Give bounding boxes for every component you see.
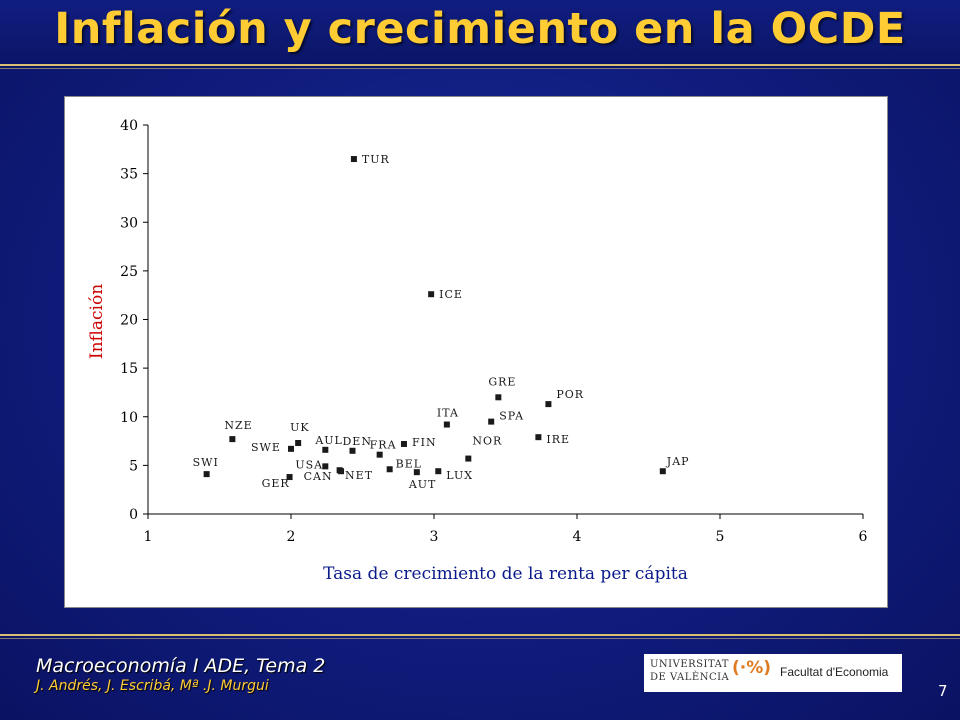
- title-divider-thin: [0, 68, 960, 69]
- faculty-name: Facultat d'Economia: [780, 665, 889, 679]
- data-label-net: NET: [345, 469, 373, 482]
- university-line-1: UNIVERSITAT: [650, 659, 729, 670]
- data-point-spa: [488, 418, 495, 425]
- data-point-aul: [322, 446, 329, 453]
- x-tick-label: 5: [716, 529, 725, 545]
- data-label-por: POR: [556, 388, 584, 401]
- data-point-fra: [376, 451, 383, 458]
- university-name: UNIVERSITAT DE VALÈNCIA: [650, 658, 729, 684]
- data-point-swe: [288, 445, 294, 452]
- title-divider: [0, 64, 960, 66]
- y-tick-label: 35: [120, 167, 138, 183]
- data-point-ger: [286, 474, 293, 481]
- university-line-2: DE VALÈNCIA: [650, 672, 730, 683]
- y-tick-label: 10: [120, 410, 138, 426]
- title-bar: [0, 0, 960, 68]
- data-label-uk: UK: [290, 421, 310, 434]
- data-label-bel: BEL: [396, 457, 422, 470]
- x-tick-label: 3: [430, 529, 439, 545]
- data-label-aut: AUT: [408, 478, 437, 491]
- data-label-den: DEN: [342, 435, 371, 448]
- data-label-swi: SWI: [193, 456, 219, 469]
- y-tick-label: 15: [120, 361, 138, 377]
- data-label-ita: ITA: [437, 407, 459, 420]
- data-point-net: [338, 468, 345, 475]
- data-label-ire: IRE: [546, 433, 570, 446]
- footer-divider-thin: [0, 638, 960, 639]
- data-point-usa: [322, 463, 329, 470]
- data-label-fra: FRA: [370, 439, 397, 452]
- chart-panel: 0 5 10 15 20 25 30 35 40 1 2 3 4 5 6 Tasa de crecimient…: [64, 96, 888, 608]
- data-label-aul: AUL: [314, 434, 343, 447]
- y-tick-label: 30: [120, 215, 138, 231]
- slide-title: Inflación y crecimiento en la OCDE: [54, 4, 906, 54]
- data-point-nor: [465, 455, 472, 462]
- data-point-uk: [295, 440, 302, 447]
- data-label-lux: LUX: [446, 469, 473, 482]
- y-axis-label: Inflación: [87, 284, 107, 359]
- x-tick-label: 2: [287, 529, 296, 545]
- data-label-nor: NOR: [472, 435, 502, 448]
- faculty-mark-icon: (·%): [732, 658, 772, 678]
- data-point-ita: [443, 421, 450, 428]
- data-point-gre: [495, 394, 502, 401]
- footer-divider: [0, 634, 960, 636]
- data-label-ice: ICE: [439, 288, 463, 301]
- data-label-ger: GER: [262, 477, 290, 490]
- data-point-tur: [350, 156, 357, 163]
- data-point-por: [545, 401, 552, 408]
- data-point-ire: [535, 434, 542, 441]
- data-label-gre: GRE: [488, 375, 516, 388]
- data-label-nze: NZE: [224, 419, 252, 432]
- data-point-den: [349, 447, 356, 454]
- data-point-swi: [203, 471, 210, 478]
- data-point-ice: [428, 291, 435, 298]
- data-label-can: CAN: [304, 470, 333, 483]
- data-point-lux: [435, 468, 442, 475]
- scatter-chart: 0 5 10 15 20 25 30 35 40 1 2 3 4 5 6 Tasa de crecimient…: [87, 118, 868, 584]
- data-point-fin: [400, 440, 407, 447]
- data-label-spa: SPA: [499, 410, 524, 423]
- authors: J. Andrés, J. Escribá, Mª .J. Murgui: [36, 678, 269, 694]
- data-label-fin: FIN: [412, 436, 437, 449]
- y-tick-label: 25: [120, 264, 138, 280]
- y-tick-label: 5: [129, 458, 138, 474]
- x-tick-label: 4: [573, 529, 582, 545]
- y-tick-label: 40: [120, 118, 138, 134]
- x-tick-label: 6: [859, 529, 868, 545]
- data-point-bel: [386, 466, 393, 473]
- data-point-nze: [229, 436, 236, 443]
- y-tick-label: 0: [129, 507, 138, 523]
- course-name: Macroeconomía I ADE, Tema 2: [36, 655, 326, 677]
- data-label-swe: SWE: [251, 441, 281, 454]
- page-number: 7: [938, 682, 948, 700]
- y-tick-label: 20: [120, 313, 138, 329]
- data-label-jap: JAP: [666, 455, 690, 468]
- university-logo: UNIVERSITAT DE VALÈNCIA (·%) Facultat d'…: [644, 654, 902, 692]
- data-label-tur: TUR: [362, 153, 390, 166]
- data-point-aut: [413, 469, 420, 476]
- data-label-usa: USA: [295, 458, 323, 471]
- x-axis-label: Tasa de crecimiento de la renta per cápi…: [323, 564, 688, 584]
- data-point-jap: [659, 468, 666, 475]
- x-tick-label: 1: [144, 529, 153, 545]
